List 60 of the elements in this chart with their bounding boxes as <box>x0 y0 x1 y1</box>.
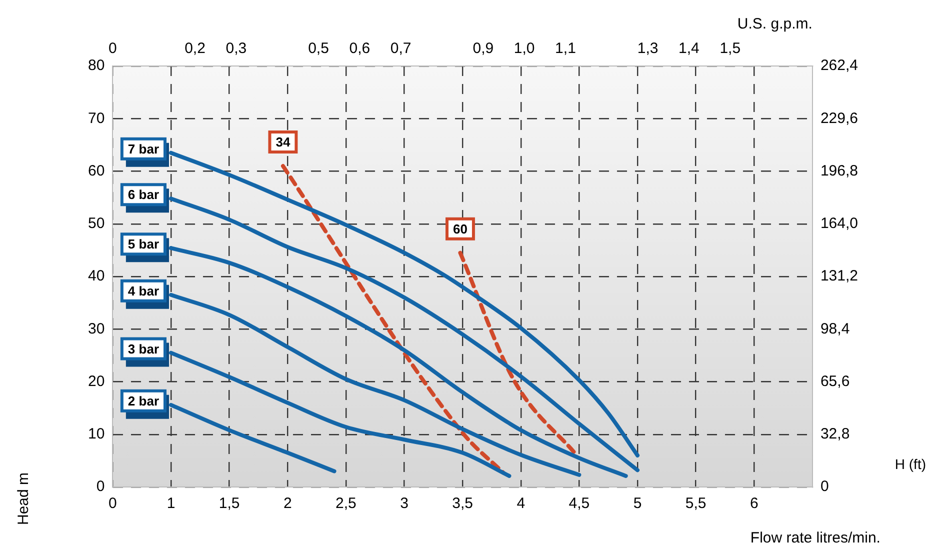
y-tick-label: 60 <box>88 162 105 180</box>
line-series <box>169 292 582 477</box>
x-tick-label: 6 <box>750 495 758 512</box>
y-tick-label: 50 <box>88 215 105 232</box>
x2-tick-label: 0,5 <box>308 40 329 58</box>
x2-tick-label: 0,7 <box>390 40 412 58</box>
x2-tick-label: 0 <box>108 40 117 58</box>
y2-tick-label: 196,8 <box>820 162 858 180</box>
x2-tick-label: 0,2 <box>184 40 206 58</box>
y2-tick-label: 98,4 <box>820 320 850 338</box>
series-label: 4 bar <box>128 283 160 298</box>
y2-tick-label: 32,8 <box>820 426 850 443</box>
x-tick-label: 1 <box>166 495 176 512</box>
y-axis-title: Head m <box>15 472 32 525</box>
y-tick-label: 70 <box>88 110 105 127</box>
series-label: 5 bar <box>128 236 160 252</box>
y-tick-label: 40 <box>88 268 105 285</box>
y2-tick-label: 164,0 <box>820 215 858 232</box>
line-series <box>169 196 640 472</box>
y-tick-label: 80 <box>88 57 105 74</box>
x-tick-label: 0 <box>108 495 117 512</box>
x-tick-label: 2,5 <box>336 495 356 512</box>
x2-axis-title: U.S. g.p.m. <box>737 16 812 33</box>
series-label: 6 bar <box>128 187 160 202</box>
x-tick-label: 1,5 <box>218 495 240 512</box>
x-axis-title: Flow rate litres/min. <box>750 530 880 547</box>
line-series <box>169 150 640 458</box>
y2-tick-label: 262,4 <box>820 57 858 74</box>
x-tick-label: 5,5 <box>685 495 706 512</box>
y-tick-label: 0 <box>96 478 105 496</box>
x2-tick-label: 1,4 <box>678 40 700 58</box>
line-series <box>169 402 336 474</box>
series-label: 60 <box>453 221 468 236</box>
y2-tick-label: 65,6 <box>820 372 850 390</box>
x-tick-label: 5 <box>633 495 642 512</box>
x-tick-label: 3 <box>400 495 408 512</box>
y-tick-label: 20 <box>88 372 105 390</box>
y2-axis-title: H (ft) <box>894 456 926 472</box>
series-label: 34 <box>276 134 291 150</box>
y2-tick-label: 229,6 <box>820 110 858 127</box>
x2-tick-label: 0,9 <box>472 40 494 58</box>
line-series <box>169 350 512 478</box>
y2-tick-label: 0 <box>820 478 829 496</box>
x2-tick-label: 1,0 <box>514 40 535 58</box>
y2-tick-label: 131,2 <box>820 268 858 285</box>
line-series <box>169 246 628 478</box>
x2-tick-label: 0,6 <box>349 40 370 58</box>
y-tick-label: 10 <box>88 426 105 443</box>
x2-tick-label: 1,5 <box>720 40 741 58</box>
x-tick-label: 4 <box>516 495 526 512</box>
x-tick-label: 4,5 <box>568 495 590 512</box>
x2-tick-label: 0,3 <box>226 40 247 58</box>
x-tick-label: 2 <box>283 495 292 512</box>
x-tick-label: 3,5 <box>452 495 474 512</box>
x2-tick-label: 1,3 <box>637 40 658 58</box>
series-label: 7 bar <box>128 141 160 156</box>
y-tick-label: 30 <box>88 320 105 338</box>
x2-tick-label: 1,1 <box>555 40 576 58</box>
series-label: 2 bar <box>128 393 160 408</box>
series-label: 3 bar <box>128 341 160 356</box>
